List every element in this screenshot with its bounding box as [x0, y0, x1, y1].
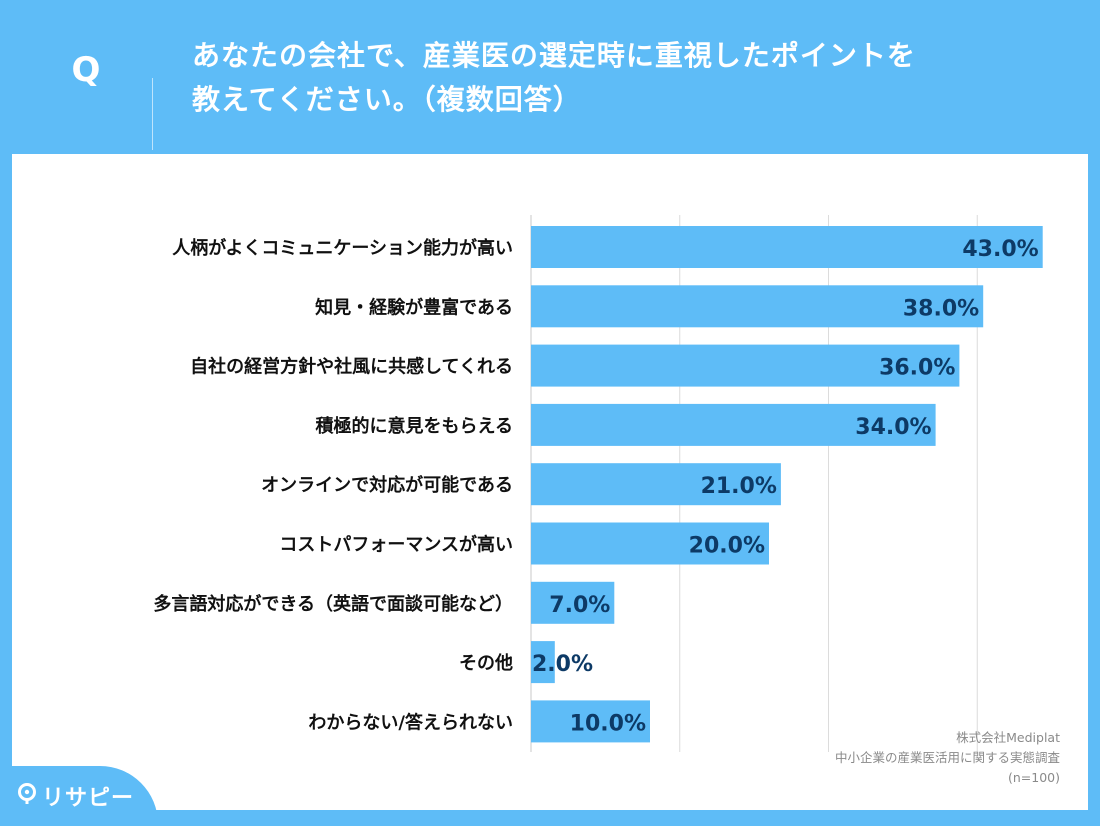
title-line-2: 教えてください。（複数回答）	[192, 83, 582, 116]
question-mark-icon: Q	[71, 50, 101, 90]
data-label: 21.0%	[701, 474, 777, 499]
source-survey: 中小企業の産業医活用に関する実態調査	[834, 750, 1060, 765]
page-title: あなたの会社で、産業医の選定時に重視したポイントを 教えてください。（複数回答）	[192, 34, 1052, 122]
category-label: 多言語対応ができる（英語で面談可能など）	[153, 593, 513, 615]
data-label: 36.0%	[879, 356, 955, 381]
location-pin-icon	[18, 783, 36, 804]
bar	[531, 641, 555, 684]
bar	[531, 344, 960, 387]
bar	[531, 285, 984, 328]
category-label: 自社の経営方針や社風に共感してくれる	[190, 356, 513, 378]
source-company: 株式会社Mediplat	[956, 730, 1060, 745]
category-label: オンラインで対応が可能である	[261, 474, 513, 496]
category-label: その他	[459, 652, 513, 674]
category-label: 知見・経験が豊富である	[315, 296, 513, 318]
bar	[531, 522, 769, 565]
category-label: 積極的に意見をもらえる	[315, 415, 513, 437]
bar	[531, 463, 781, 506]
data-label: 34.0%	[855, 415, 931, 440]
category-label: わからない/答えられない	[308, 711, 513, 733]
data-label: 10.0%	[570, 711, 646, 736]
header-divider	[152, 78, 153, 150]
brand-logo: リサピー	[0, 766, 158, 826]
category-label: コストパフォーマンスが高い	[279, 534, 513, 556]
title-line-1: あなたの会社で、産業医の選定時に重視したポイントを	[192, 39, 916, 72]
data-label: 20.0%	[689, 534, 765, 559]
logo-text: リサピー	[42, 786, 135, 811]
data-label: 7.0%	[549, 593, 610, 618]
data-label: 38.0%	[903, 296, 979, 321]
data-label: 2.0%	[532, 652, 593, 677]
source-sample-size: (n=100)	[1007, 770, 1060, 785]
source-note: 株式会社Mediplat 中小企業の産業医活用に関する実態調査 (n=100)	[835, 728, 1060, 788]
bar	[531, 403, 936, 446]
category-label: 人柄がよくコミュニケーション能力が高い	[172, 237, 513, 259]
bar	[531, 700, 650, 743]
bar	[531, 581, 615, 624]
bar	[531, 226, 1043, 268]
data-label: 43.0%	[962, 237, 1038, 262]
